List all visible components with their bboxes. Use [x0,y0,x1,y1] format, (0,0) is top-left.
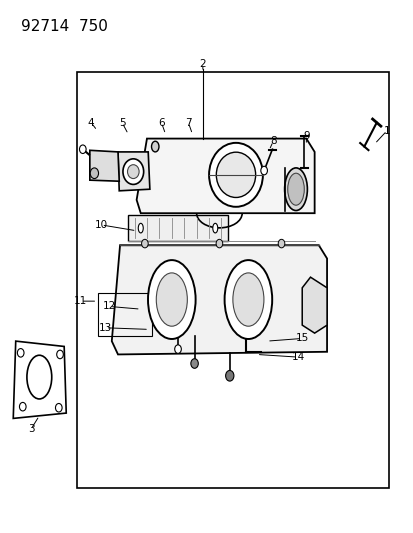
Text: 10: 10 [95,220,108,230]
Circle shape [57,350,63,359]
Circle shape [19,402,26,411]
Ellipse shape [287,173,304,205]
Text: 6: 6 [158,118,164,127]
Text: 92714  750: 92714 750 [21,19,107,34]
Text: 8: 8 [269,136,276,146]
Ellipse shape [127,165,139,179]
Circle shape [216,239,222,248]
Text: 14: 14 [291,352,304,362]
Bar [128,215,227,241]
Text: 5: 5 [119,118,125,127]
Text: 7: 7 [185,118,191,127]
Circle shape [55,403,62,412]
Circle shape [174,345,181,353]
Ellipse shape [151,141,159,152]
Bar [98,293,152,336]
Polygon shape [13,341,66,418]
Circle shape [225,370,233,381]
Circle shape [90,168,98,179]
Ellipse shape [232,273,263,326]
Text: 11: 11 [74,296,87,306]
Circle shape [260,166,267,175]
Polygon shape [112,245,326,354]
Circle shape [141,239,148,248]
Polygon shape [118,152,150,191]
Text: 3: 3 [28,424,34,434]
Text: 1: 1 [383,126,389,135]
Ellipse shape [216,152,255,197]
Ellipse shape [284,168,306,211]
Circle shape [17,349,24,357]
Ellipse shape [148,260,195,339]
Text: 12: 12 [103,302,116,311]
Circle shape [278,239,284,248]
Circle shape [190,359,198,368]
Ellipse shape [224,260,271,339]
Text: 9: 9 [302,131,309,141]
Ellipse shape [27,355,52,399]
Bar [76,72,388,488]
Text: 13: 13 [99,323,112,333]
Polygon shape [90,150,119,181]
Ellipse shape [209,143,262,207]
Ellipse shape [123,159,143,184]
Text: 4: 4 [88,118,94,127]
Polygon shape [136,139,314,213]
Ellipse shape [156,273,187,326]
Circle shape [79,145,86,154]
Ellipse shape [138,223,143,233]
Text: 2: 2 [199,59,206,69]
Text: 15: 15 [295,334,308,343]
Polygon shape [301,277,326,333]
Ellipse shape [212,223,217,233]
